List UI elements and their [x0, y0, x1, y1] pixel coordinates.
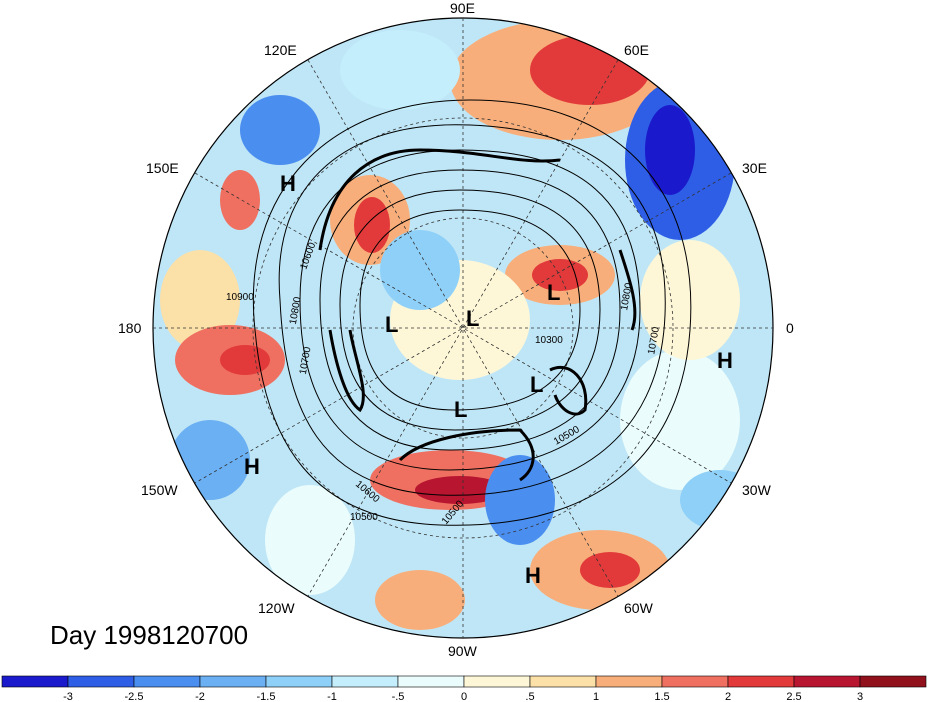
low-center: L [385, 312, 398, 337]
high-center: H [280, 171, 296, 196]
colorbar-swatch [67, 675, 135, 688]
lon-label-150w: 150W [141, 482, 178, 498]
low-center: L [466, 306, 479, 331]
colorbar-swatch [793, 675, 861, 688]
contour-label: 10900 [226, 292, 254, 303]
lon-label-90e: 90E [450, 0, 475, 16]
colorbar: -3 -2.5 -2 -1.5 -1 -.5 0 .5 1 1.5 2 2.5 3 [1, 675, 927, 702]
contour-label: 10800 [619, 282, 635, 312]
colorbar-swatch [199, 675, 267, 688]
low-center: L [530, 372, 543, 397]
anomaly-field [153, 18, 773, 638]
colorbar-tick-label: 1.5 [654, 691, 669, 702]
colorbar-tick-label: 3 [857, 691, 863, 702]
high-center: H [717, 348, 733, 373]
lon-label-0: 0 [786, 320, 794, 336]
low-center: L [547, 280, 560, 305]
colorbar-tick-label: 0 [461, 691, 467, 702]
polar-map: 90E 60E 30E 0 30W 60W 90W 120W 150W 180 … [118, 0, 794, 659]
low-center: L [454, 397, 467, 422]
colorbar-swatch [859, 675, 927, 688]
contour-label: 10300 [535, 335, 563, 346]
high-center: H [244, 454, 260, 479]
lon-label-90w: 90W [448, 643, 478, 659]
high-center: H [525, 563, 541, 588]
lon-label-30e: 30E [742, 160, 767, 176]
colorbar-swatch [133, 675, 201, 688]
colorbar-swatches [1, 675, 927, 688]
colorbar-tick-label: -1 [327, 691, 337, 702]
colorbar-swatch [397, 675, 465, 688]
lon-label-60w: 60W [624, 600, 654, 616]
colorbar-tick-label: .5 [525, 691, 534, 702]
colorbar-swatch [331, 675, 399, 688]
longitude-labels: 90E 60E 30E 0 30W 60W 90W 120W 150W 180 … [118, 0, 794, 659]
contour-label: 10700 [646, 326, 662, 356]
height-contours [253, 99, 692, 526]
colorbar-tick-label: -1.5 [257, 691, 276, 702]
colorbar-swatch [727, 675, 795, 688]
contour-label: 10800 [288, 296, 304, 326]
colorbar-tick-label: -2 [195, 691, 205, 702]
graticule [153, 18, 773, 638]
colorbar-tick-label: -.5 [392, 691, 405, 702]
colorbar-tick-label: 2 [725, 691, 731, 702]
lon-label-60e: 60E [624, 42, 649, 58]
colorbar-swatch [529, 675, 597, 688]
colorbar-swatch [1, 675, 69, 688]
pressure-centers: H H H H L L L L L [244, 171, 733, 588]
colorbar-swatch [265, 675, 333, 688]
colorbar-tick-label: 1 [593, 691, 599, 702]
colorbar-swatch [463, 675, 531, 688]
lon-label-120e: 120E [264, 42, 297, 58]
colorbar-tick-label: -2.5 [125, 691, 144, 702]
lon-label-150e: 150E [146, 160, 179, 176]
colorbar-tick-label: 2.5 [786, 691, 801, 702]
colorbar-swatch [661, 675, 729, 688]
contour-label: 10500 [350, 512, 378, 523]
day-label: Day 1998120700 [50, 620, 249, 650]
contour-label: 10700 [298, 346, 314, 376]
colorbar-tick-labels: -3 -2.5 -2 -1.5 -1 -.5 0 .5 1 1.5 2 2.5 3 [63, 691, 863, 702]
lon-label-120w: 120W [258, 600, 295, 616]
lon-label-180: 180 [118, 320, 142, 336]
colorbar-tick-label: -3 [63, 691, 73, 702]
lon-label-30w: 30W [742, 482, 772, 498]
colorbar-swatch [595, 675, 663, 688]
